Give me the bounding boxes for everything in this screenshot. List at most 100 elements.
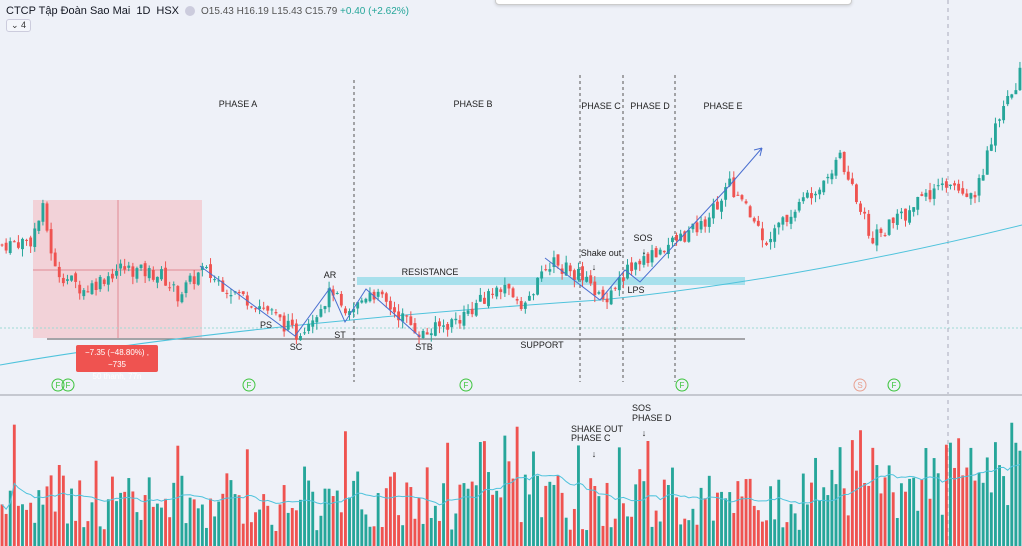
volume-bar [352,480,356,546]
candle-body [736,194,740,196]
event-marker-icon[interactable] [242,378,256,392]
collapse-indicators-button[interactable]: ⌄ 4 [6,19,32,32]
volume-bar [254,512,257,546]
volume-bar [916,510,920,546]
volume-bar [899,483,903,546]
st-label: ST [334,330,346,340]
volume-bar [397,515,401,546]
volume-bar [344,431,347,546]
candle-body [397,311,401,321]
phase-a-label: PHASE A [219,99,258,109]
volume-bar [217,501,221,546]
candle-body [360,300,364,303]
candle-body [119,263,123,269]
volume-bar [368,526,372,546]
candle-body [393,307,396,313]
candle-body [920,194,924,196]
volume-bar [8,490,12,546]
exchange: HSX [156,5,180,17]
volume-bar [691,508,695,546]
volume-bar [605,482,609,546]
candle-body [981,175,985,181]
candle-body [123,266,127,270]
volume-bar [274,530,278,546]
volume-bar [875,465,879,546]
candle-body [601,289,605,300]
interval[interactable]: 1D [136,5,151,17]
lps-label: LPS [627,285,644,295]
volume-bar [560,492,564,546]
candle-body [147,267,151,279]
volume-bar [433,505,437,546]
event-marker-icon[interactable] [61,378,75,392]
volume-bar [810,482,813,546]
volume-bar [205,527,208,546]
volume-bar [192,499,196,546]
volume-bar [953,467,956,546]
volume-bar [1010,422,1014,546]
zigzag-phase-a-b [199,265,421,338]
candle-body [327,288,331,308]
volume-bar [294,510,298,546]
volume-bar [139,519,143,546]
volume-bar [711,520,715,546]
volume-bar [585,530,589,546]
volume-bar [736,481,740,546]
volume-bar [384,488,388,546]
symbol-title[interactable]: CTCP Tập Đoàn Sao Mai [6,5,131,17]
candle-body [438,321,441,327]
shake-out-arrow-icon: ↓ [592,262,597,272]
candle-body [458,320,462,324]
candle-body [213,279,217,281]
volume-bar [66,523,69,546]
measure-bars: 50 thanh, 77n [92,372,142,381]
phase-b-label: PHASE B [453,99,492,109]
volume-bar [658,521,662,546]
volume-bar [180,475,184,546]
candle-body [519,301,523,310]
volume-bar [940,514,944,546]
volume-bar [491,494,495,546]
volume-bar [928,498,932,546]
volume-bar [21,504,24,546]
volume-bar [785,522,789,546]
candle-body [433,322,437,336]
candle-body [814,193,817,196]
candle-body [760,228,764,241]
candle-body [650,250,654,263]
candle-body [593,281,597,296]
volume-bar [908,478,912,546]
candle-body [53,252,57,267]
volume-bar [797,529,801,546]
candle-body [421,330,425,339]
event-marker-icon[interactable] [675,378,689,392]
candle-body [33,228,37,247]
volume-bar [470,481,474,546]
volume-bar [703,498,707,546]
candle-body [744,201,748,204]
volume-bar [1014,442,1018,546]
candle-body [70,275,73,281]
event-marker-label: S [857,381,862,390]
candle-body [12,241,16,243]
event-marker-icon[interactable] [51,378,65,392]
event-marker-icon[interactable] [853,378,867,392]
volume-bar [675,497,678,546]
volume-bar [965,467,969,546]
volume-bar [53,511,57,546]
volume-bar [949,442,952,546]
candle-body [773,228,777,242]
resistance-zone [357,277,745,285]
volume-bar [548,481,552,546]
event-marker-icon[interactable] [459,378,473,392]
volume-bar [155,503,159,546]
event-marker-icon[interactable] [887,378,901,392]
candle-body [989,144,993,151]
candle-body [380,291,384,295]
candle-body [16,242,20,248]
candle-body [425,332,429,335]
candle-body [924,192,928,197]
volume-bar [805,504,809,546]
volume-bar [724,498,728,546]
